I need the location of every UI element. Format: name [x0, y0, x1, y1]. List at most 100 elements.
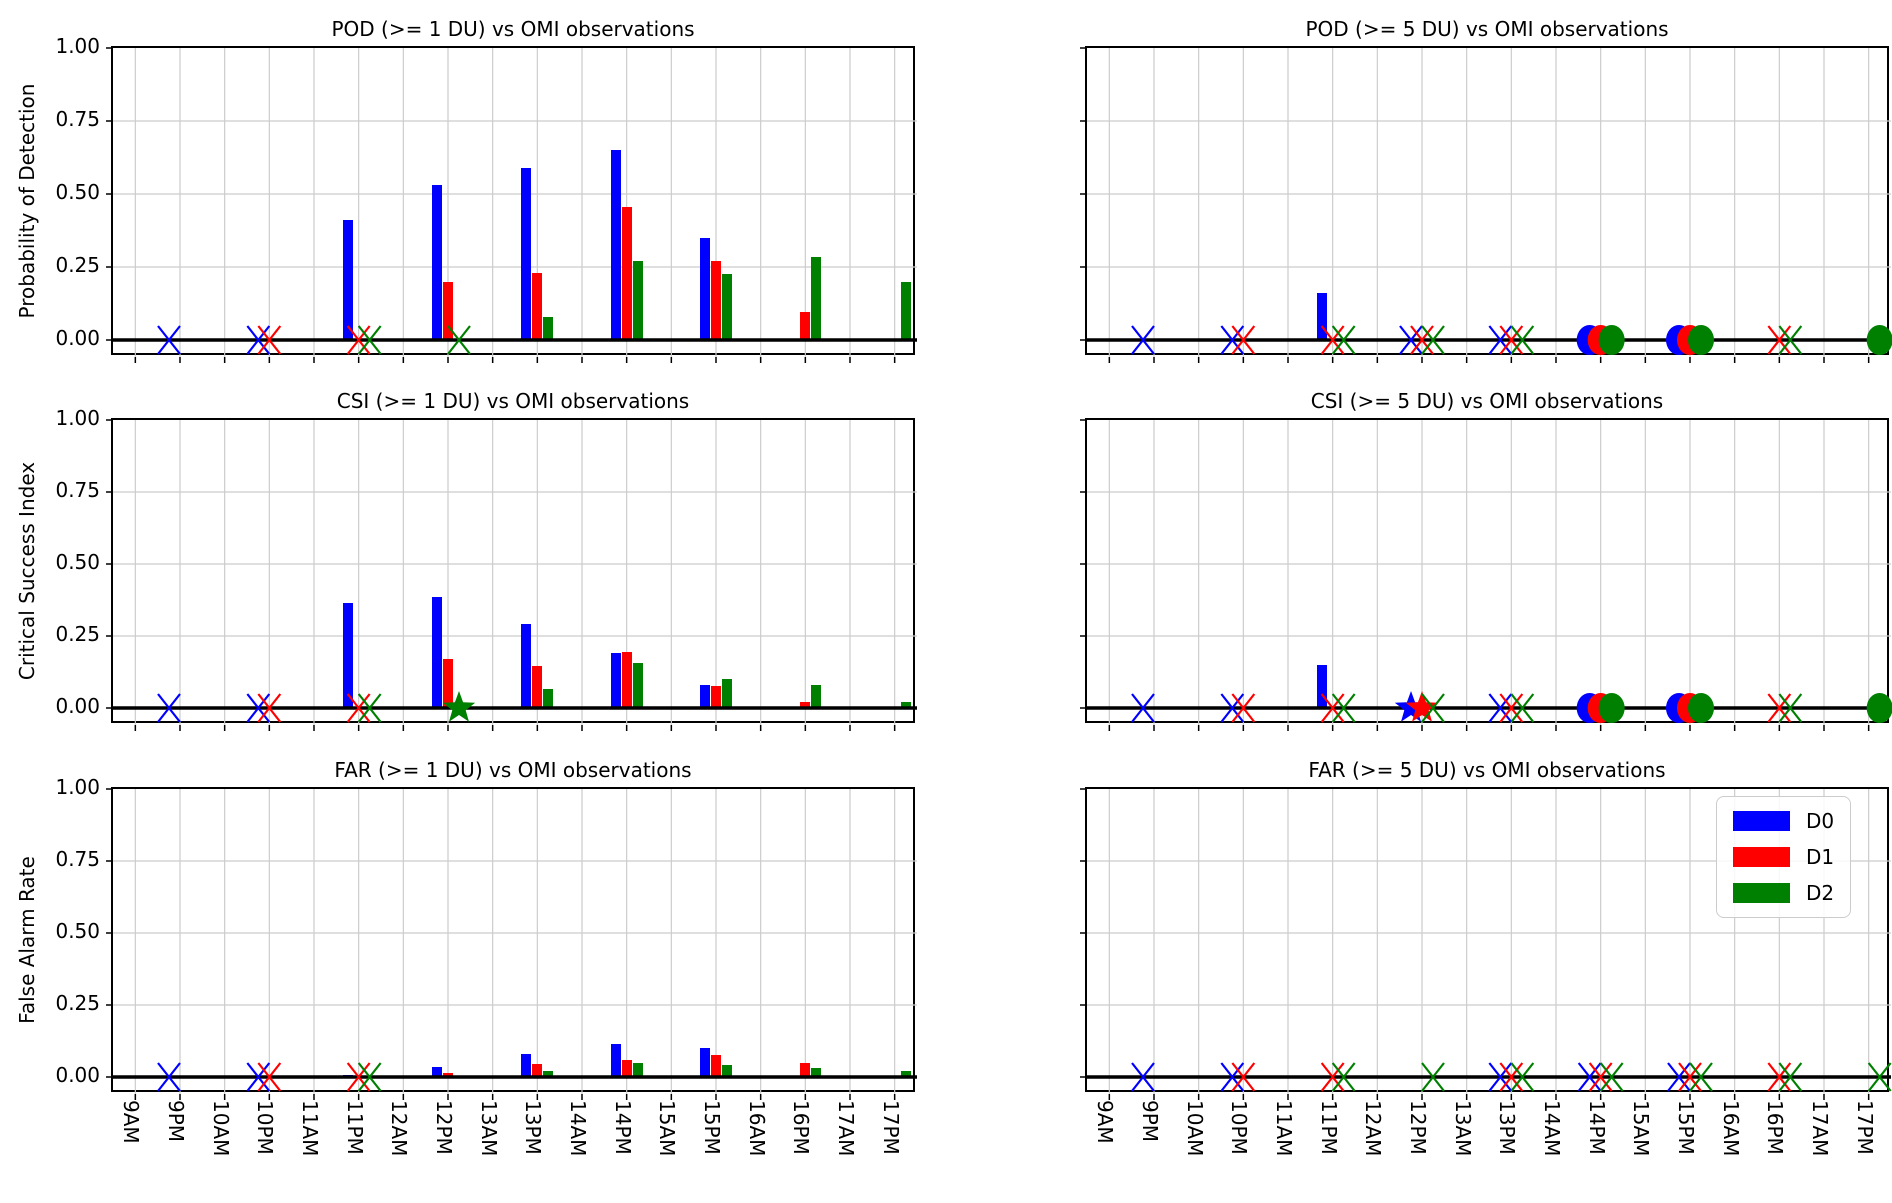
- legend-label-d2: D2: [1806, 881, 1835, 905]
- x-marker-d1: [1499, 1062, 1524, 1092]
- x-marker-d1: [1320, 1062, 1345, 1092]
- bar-d2-17pm: [900, 702, 911, 708]
- x-tick-label: 12PM: [432, 1100, 456, 1155]
- x-tick-label: 12PM: [1406, 1100, 1430, 1155]
- marker-layer: [1080, 47, 1892, 363]
- x-tick-label: 10AM: [1182, 1100, 1207, 1157]
- x-marker-d2: [1778, 693, 1803, 723]
- legend-entry-d0: D0: [1733, 809, 1834, 833]
- circle-marker-d2: [1598, 325, 1625, 355]
- x-tick-label: 11PM: [342, 1100, 367, 1155]
- marker-layer: [106, 788, 917, 1100]
- x-marker-d1: [257, 1062, 282, 1092]
- bar-d0-12pm: [432, 597, 442, 708]
- bar-d0-14pm: [610, 150, 621, 340]
- bar-d0-11pm: [342, 220, 353, 340]
- x-marker-d2: [447, 325, 471, 355]
- y-tick-label: 1.00: [55, 775, 100, 799]
- bar-d2-17pm: [900, 281, 911, 340]
- bar-d0-13pm: [521, 1053, 532, 1077]
- y-tick-label: 0.50: [55, 550, 100, 574]
- marker-layer: [1080, 788, 1892, 1100]
- star-marker-d1: [1405, 691, 1439, 722]
- bar-d0-13pm: [521, 167, 532, 340]
- x-marker-d0: [157, 1062, 181, 1092]
- x-marker-d2: [1510, 1062, 1535, 1092]
- panel-title-csi-ge1: CSI (>= 1 DU) vs OMI observations: [336, 389, 690, 413]
- marker-layer: [106, 47, 917, 363]
- x-tick-label: 9AM: [1093, 1100, 1118, 1144]
- circle-marker-d2: [1598, 693, 1625, 723]
- bar-d1-14pm: [621, 207, 632, 340]
- grid-layer: [1087, 48, 1891, 357]
- x-marker-d1: [346, 1062, 371, 1092]
- x-marker-d0: [1131, 1062, 1155, 1092]
- x-marker-d1: [257, 693, 282, 723]
- legend-swatch-d0: [1733, 811, 1790, 831]
- x-tick-label: 10AM: [208, 1100, 233, 1157]
- bar-d1-12pm: [443, 281, 453, 340]
- x-tick-label: 13PM: [1495, 1100, 1520, 1155]
- x-marker-d2: [357, 325, 382, 355]
- x-marker-d0: [1131, 693, 1155, 723]
- y-tick-label: 0.75: [55, 478, 100, 502]
- circle-marker-d2: [1866, 693, 1892, 723]
- x-marker-d0: [157, 325, 181, 355]
- x-tick-label: 13AM: [1450, 1100, 1475, 1157]
- x-tick-label: 11PM: [1316, 1100, 1341, 1155]
- y-tick-label: 0.50: [55, 180, 100, 204]
- x-tick-label: 13AM: [476, 1100, 501, 1157]
- x-marker-d1: [1320, 693, 1345, 723]
- legend-entry-d2: D2: [1733, 881, 1834, 905]
- y-tick-label: 0.75: [55, 847, 100, 871]
- bar-d0-15pm: [700, 1048, 710, 1077]
- bar-d1-13pm: [532, 272, 543, 340]
- x-marker-d2: [1421, 1062, 1445, 1092]
- bar-d0-11pm: [342, 602, 353, 708]
- x-marker-d1: [257, 325, 282, 355]
- marker-layer: [106, 419, 917, 731]
- x-marker-d0: [1667, 1062, 1691, 1092]
- grid-layer: [113, 789, 917, 1094]
- bar-d0-11pm: [1316, 664, 1327, 708]
- x-tick-label: 17PM: [878, 1100, 903, 1155]
- x-marker-d2: [357, 693, 382, 723]
- bar-d1-15pm: [711, 686, 721, 708]
- x-marker-d2: [1778, 325, 1803, 355]
- x-tick-label: 15AM: [655, 1100, 680, 1157]
- panel-title-far-ge5: FAR (>= 5 DU) vs OMI observations: [1308, 758, 1666, 782]
- bar-d0-12pm: [432, 1066, 442, 1077]
- x-marker-d2: [1510, 693, 1535, 723]
- grid-layer: [1087, 789, 1891, 1094]
- x-tick-label: 17AM: [1808, 1100, 1832, 1157]
- x-marker-d1: [1678, 1062, 1702, 1092]
- y-tick-label: 0.00: [55, 1063, 100, 1087]
- y-tick-label: 0.75: [55, 107, 100, 131]
- x-marker-d1: [346, 325, 371, 355]
- x-marker-d0: [246, 1062, 271, 1092]
- bar-d0-13pm: [521, 624, 532, 708]
- x-tick-label: 17AM: [834, 1100, 858, 1157]
- bar-d2-14pm: [632, 663, 643, 708]
- y-tick-label: 0.25: [55, 991, 100, 1015]
- bar-d1-16pm: [800, 702, 811, 708]
- y-tick-label: 0.00: [55, 326, 100, 350]
- bar-d2-14pm: [632, 1062, 643, 1077]
- x-marker-d0: [1577, 1062, 1602, 1092]
- x-marker-d2: [1421, 693, 1445, 723]
- x-marker-d2: [1510, 325, 1535, 355]
- plot-panel-csi-ge1: [106, 418, 917, 731]
- bar-d1-13pm: [532, 666, 543, 708]
- x-marker-d1: [1231, 325, 1256, 355]
- bar-d0-15pm: [700, 684, 710, 708]
- bar-d2-13pm: [543, 316, 554, 340]
- x-tick-label: 11AM: [298, 1100, 322, 1157]
- bar-d0-15pm: [700, 237, 710, 340]
- x-marker-d1: [1499, 325, 1524, 355]
- star-marker-d2: [442, 691, 476, 722]
- x-tick-label: 13PM: [521, 1100, 546, 1155]
- x-marker-d1: [1231, 693, 1256, 723]
- x-marker-d1: [1410, 325, 1434, 355]
- x-marker-d1: [1320, 325, 1345, 355]
- circle-marker-d2: [1866, 325, 1892, 355]
